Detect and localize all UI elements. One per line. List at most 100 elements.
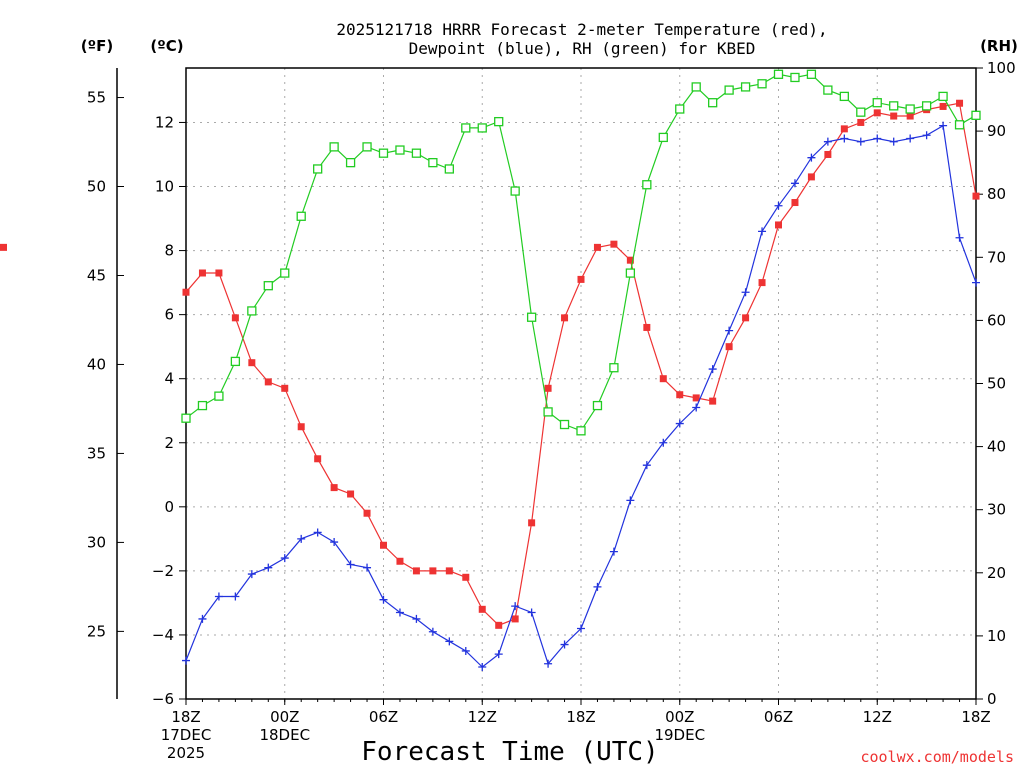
- dewpoint-point: [725, 326, 734, 335]
- rh-point: [181, 413, 191, 423]
- rh-tick-label: 60: [987, 311, 1006, 329]
- temperature-point: [643, 323, 651, 331]
- temperature-point: [593, 243, 601, 251]
- x-tick-label: 00Z: [270, 708, 299, 726]
- dewpoint-point: [231, 592, 240, 601]
- rh-point: [543, 407, 553, 417]
- series-dewpoint: [182, 121, 980, 671]
- temperature-point: [478, 605, 486, 613]
- rh-point: [790, 72, 800, 83]
- rh-point: [444, 164, 454, 174]
- rh-point: [921, 101, 932, 111]
- watermark: coolwx.com/models: [860, 748, 1014, 766]
- dewpoint-point: [807, 153, 816, 162]
- rh-point: [954, 120, 965, 130]
- rh-tick-label: 50: [987, 375, 1006, 393]
- rh-tick-label: 90: [987, 122, 1006, 140]
- celsius-tick-label: 10: [155, 178, 174, 196]
- temperature-point: [198, 269, 206, 277]
- dewpoint-point: [264, 563, 273, 572]
- rh-point: [592, 400, 603, 411]
- dewpoint-point: [412, 614, 421, 623]
- dewpoint-point: [280, 554, 289, 563]
- dewpoint-point: [708, 365, 717, 374]
- temperature-point: [676, 391, 684, 399]
- x-tick-label: 18Z: [171, 708, 200, 726]
- rh-point: [724, 85, 734, 95]
- rh-point: [395, 145, 405, 155]
- rh-point: [823, 85, 833, 95]
- rh-point: [313, 164, 323, 174]
- dewpoint-point: [840, 134, 849, 143]
- temperature-point: [561, 314, 569, 322]
- temperature-point: [0, 243, 7, 251]
- temperature-point: [396, 557, 404, 565]
- celsius-tick-label: 12: [155, 113, 174, 131]
- rh-point: [642, 180, 652, 190]
- rh-point: [889, 101, 899, 111]
- rh-point: [971, 110, 981, 120]
- rh-tick-label: 30: [987, 501, 1006, 519]
- rh-point: [477, 123, 487, 133]
- dewpoint-point: [659, 438, 668, 447]
- x-tick-label: 00Z: [665, 708, 694, 726]
- x-tick-label: 2025: [167, 744, 205, 762]
- rh-tick-label: 80: [987, 185, 1006, 203]
- rh-point: [773, 69, 784, 79]
- dewpoint-point: [675, 419, 684, 428]
- x-tick-label: 18Z: [961, 708, 990, 726]
- x-tick-label: 12Z: [468, 708, 497, 726]
- rh-point: [461, 123, 471, 133]
- rh-tick-label: 40: [987, 438, 1006, 456]
- rh-point: [296, 211, 306, 221]
- rh-point: [708, 98, 718, 108]
- dewpoint-point: [939, 121, 948, 130]
- temperature-point: [626, 256, 634, 264]
- dewpoint-point: [363, 563, 372, 572]
- rh-tick-label: 100: [987, 59, 1016, 77]
- rh-point: [362, 142, 372, 152]
- rh-point: [576, 426, 586, 436]
- dewpoint-point: [544, 659, 553, 668]
- rh-point: [757, 79, 767, 89]
- temperature-point: [182, 288, 190, 296]
- temperature-point: [807, 173, 815, 181]
- rh-point: [872, 98, 882, 108]
- dewpoint-point: [955, 233, 964, 242]
- rh-point: [345, 157, 356, 168]
- temperature-point: [363, 509, 371, 517]
- celsius-tick-label: −6: [152, 690, 174, 708]
- dewpoint-point: [972, 278, 980, 287]
- rh-point: [740, 82, 751, 92]
- dewpoint-point: [790, 179, 799, 188]
- fahrenheit-tick-label: 45: [87, 266, 106, 284]
- rh-point: [938, 91, 948, 102]
- rh-point: [214, 391, 224, 401]
- temperature-point: [231, 314, 239, 322]
- dewpoint-point: [642, 461, 651, 470]
- rh-point: [494, 116, 504, 127]
- x-tick-label: 06Z: [369, 708, 398, 726]
- temperature-point: [840, 125, 848, 133]
- celsius-tick-label: 8: [164, 242, 174, 260]
- celsius-tick-label: 4: [164, 370, 174, 388]
- rh-point: [526, 312, 537, 322]
- rh-point: [905, 104, 915, 114]
- temperature-point: [380, 541, 387, 549]
- dewpoint-point: [198, 614, 207, 623]
- rh-point: [230, 356, 241, 367]
- series-rh: [181, 69, 981, 436]
- temperature-point: [264, 378, 272, 386]
- temperature-point: [429, 567, 437, 575]
- rh-point: [329, 142, 339, 152]
- temperature-point: [824, 150, 832, 158]
- celsius-tick-label: 0: [164, 498, 174, 516]
- x-tick-label: 19DEC: [654, 726, 705, 744]
- temperature-point: [873, 109, 881, 117]
- celsius-axis-label: (ºC): [150, 37, 183, 55]
- temperature-point: [939, 102, 947, 110]
- rh-point: [263, 281, 273, 291]
- dewpoint-point: [873, 134, 882, 143]
- dewpoint-point: [346, 560, 355, 569]
